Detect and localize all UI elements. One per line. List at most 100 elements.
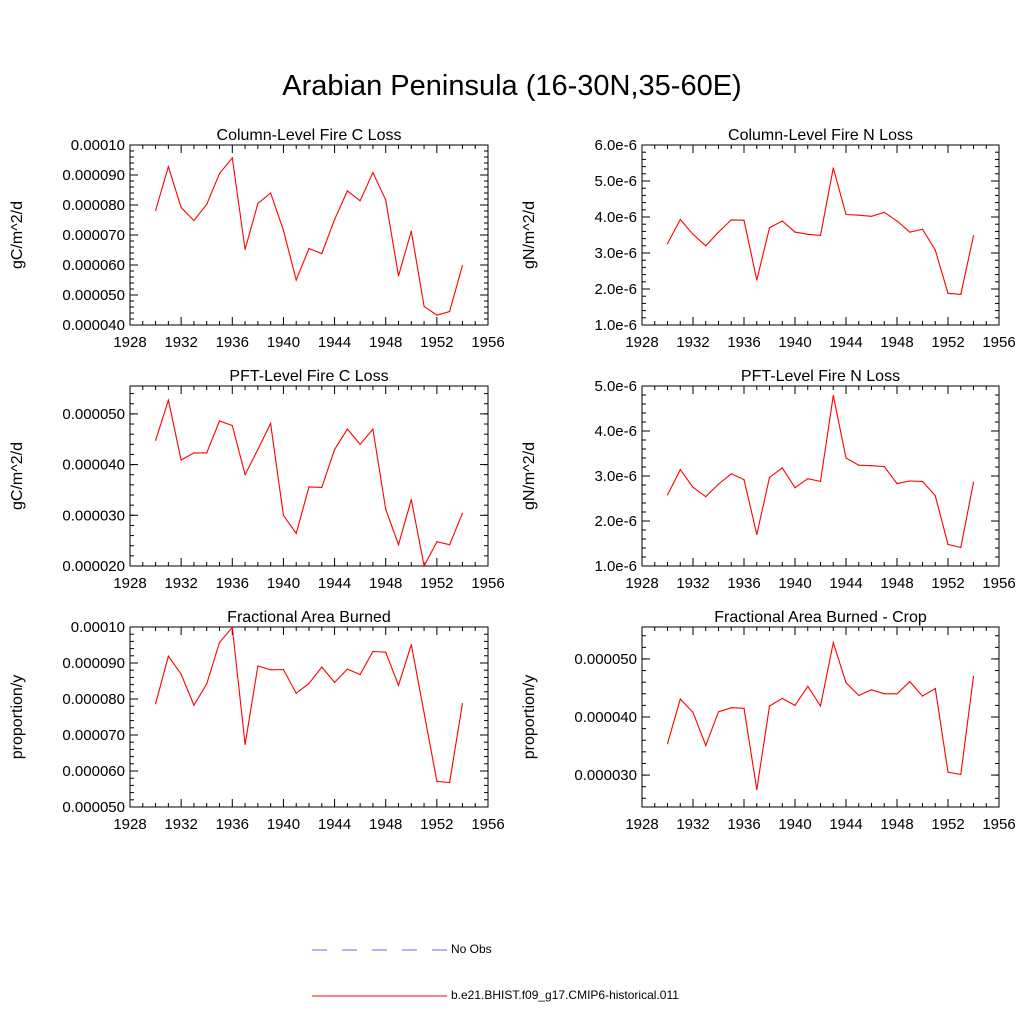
data-point [193, 452, 195, 454]
data-point [730, 707, 732, 709]
y-tick-label: 1.0e-6 [594, 317, 637, 334]
data-point [282, 514, 284, 516]
x-tick-label: 1956 [471, 334, 504, 351]
data-point [180, 673, 182, 675]
x-tick-label: 1932 [676, 816, 709, 833]
y-tick-label: 0.000050 [62, 799, 125, 816]
y-tick-label: 0.000030 [574, 767, 637, 784]
x-tick-label: 1940 [778, 575, 811, 592]
data-point [436, 541, 438, 543]
data-point [909, 231, 911, 233]
data-point [717, 231, 720, 233]
chart-title: Fractional Area Burned [227, 609, 391, 626]
data-point [947, 543, 949, 546]
x-tick-label: 1944 [829, 575, 862, 592]
data-point [858, 214, 860, 216]
data-point [934, 249, 936, 251]
data-point [807, 685, 809, 687]
data-point [781, 697, 783, 700]
x-tick-label: 1940 [778, 816, 811, 833]
data-point [346, 190, 348, 192]
x-tick-label: 1948 [369, 816, 402, 833]
data-point [960, 773, 962, 776]
data-point [372, 172, 374, 174]
data-point [423, 305, 425, 307]
data-point [794, 704, 796, 707]
data-point [705, 496, 707, 498]
x-tick-label: 1956 [982, 334, 1015, 351]
chart-panel-1: Column-Level Fire C Loss gC/m^2/d 1928 1932… [9, 127, 505, 351]
x-tick-label: 1952 [420, 334, 453, 351]
y-tick-label: 4.0e-6 [594, 209, 637, 226]
data-point [858, 694, 860, 697]
data-point [257, 665, 259, 667]
data-point [692, 233, 694, 235]
y-tick-label: 5.0e-6 [594, 173, 637, 190]
x-tick-label: 1936 [216, 816, 249, 833]
data-point [921, 695, 924, 697]
data-point [436, 780, 438, 783]
x-tick-label: 1932 [164, 816, 197, 833]
data-point [167, 166, 169, 168]
data-point [449, 781, 451, 784]
data-point [397, 684, 400, 686]
data-point [449, 310, 451, 313]
data-point [155, 703, 157, 705]
data-point [768, 227, 771, 229]
data-point [436, 314, 438, 316]
data-point [705, 245, 707, 247]
y-tick-label: 0.000050 [62, 406, 125, 423]
data-point [308, 682, 310, 685]
data-point [167, 655, 169, 657]
data-point [397, 275, 400, 277]
data-point [218, 172, 221, 175]
x-tick-label: 1928 [625, 575, 658, 592]
data-point [270, 422, 272, 425]
data-point [692, 486, 694, 488]
data-point [870, 465, 873, 467]
y-tick-label: 0.00010 [71, 137, 125, 154]
x-tick-label: 1940 [778, 334, 811, 351]
y-tick-label: 2.0e-6 [594, 281, 637, 298]
data-point [870, 215, 873, 217]
x-tick-label: 1936 [727, 816, 760, 833]
data-point [410, 644, 412, 646]
data-point [794, 487, 796, 489]
data-point [705, 744, 707, 747]
plot-frame [129, 385, 489, 567]
data-point [947, 292, 949, 294]
chart-title: PFT-Level Fire N Loss [741, 368, 900, 385]
y-tick-label: 0.000050 [62, 287, 125, 304]
x-tick-label: 1936 [216, 575, 249, 592]
x-tick-label: 1948 [880, 334, 913, 351]
data-point [743, 219, 745, 221]
data-point [461, 265, 463, 267]
data-point [257, 202, 259, 205]
data-point [845, 457, 847, 459]
x-tick-label: 1932 [676, 575, 709, 592]
data-point [218, 641, 221, 644]
data-point [781, 220, 783, 222]
data-point [960, 293, 962, 295]
x-tick-label: 1944 [318, 816, 351, 833]
data-point [807, 233, 809, 235]
data-point [972, 675, 975, 678]
data-point [768, 705, 771, 707]
x-tick-label: 1948 [880, 575, 913, 592]
data-point [947, 771, 949, 773]
data-point [231, 626, 233, 629]
data-point [206, 452, 208, 454]
data-point [270, 192, 272, 194]
plot-frame [129, 144, 489, 326]
plot-frame [641, 626, 1000, 808]
data-point [321, 666, 323, 668]
series-line-1 [155, 626, 463, 784]
data-point [410, 230, 412, 232]
data-point [679, 469, 681, 471]
data-point [679, 218, 681, 221]
data-point [206, 203, 208, 205]
x-tick-label: 1936 [216, 334, 249, 351]
data-point [666, 494, 669, 496]
y-tick-label: 0.000050 [574, 651, 637, 668]
y-tick-label: 0.000060 [62, 257, 125, 274]
